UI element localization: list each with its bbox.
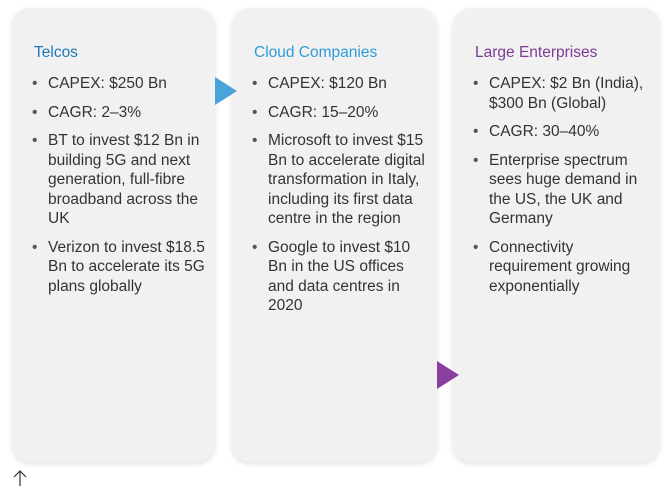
panel: Cloud Companies CAPEX: $120 Bn CAGR: 15–2… <box>232 8 437 462</box>
bullet-item: Microsoft to invest $15 Bn to accelerate… <box>242 131 427 229</box>
panel: Large Enterprises CAPEX: $2 Bn (India), … <box>453 8 660 462</box>
bullet-item: Verizon to invest $18.5 Bn to accelerate… <box>22 238 205 297</box>
bullet-item: Connectivity requirement growing exponen… <box>463 238 650 297</box>
bullet-item: CAPEX: $250 Bn <box>22 74 205 94</box>
panel-title: Cloud Companies <box>254 44 378 61</box>
panel-title: Telcos <box>34 44 78 61</box>
bullet-item: CAPEX: $2 Bn (India), $300 Bn (Global) <box>463 74 650 113</box>
up-arrow-icon <box>13 470 27 486</box>
bullet-item: CAPEX: $120 Bn <box>242 74 427 94</box>
connector-arrow <box>215 77 237 105</box>
bullet-list: CAPEX: $2 Bn (India), $300 Bn (Global) CA… <box>463 74 650 296</box>
bullet-item: CAGR: 30–40% <box>463 122 650 142</box>
bullet-list: CAPEX: $250 Bn CAGR: 2–3% BT to invest $12… <box>22 74 205 296</box>
connector-arrow <box>437 361 459 389</box>
bullet-item: CAGR: 15–20% <box>242 103 427 123</box>
bullet-item: BT to invest $12 Bn in building 5G and n… <box>22 131 205 229</box>
bullet-item: CAGR: 2–3% <box>22 103 205 123</box>
panel: Telcos CAPEX: $250 Bn CAGR: 2–3% BT to inv… <box>12 8 215 462</box>
bullet-item: Google to invest $10 Bn in the US office… <box>242 238 427 316</box>
bullet-list: CAPEX: $120 Bn CAGR: 15–20% Microsoft to i… <box>242 74 427 316</box>
panel-title: Large Enterprises <box>475 44 598 61</box>
bullet-item: Enterprise spectrum sees huge demand in … <box>463 151 650 229</box>
